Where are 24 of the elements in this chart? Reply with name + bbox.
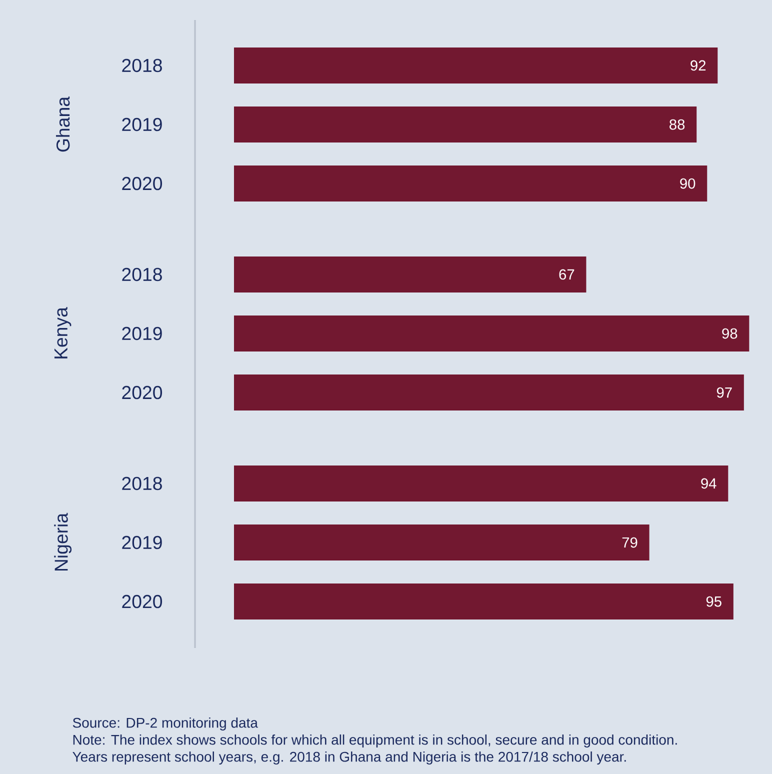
y-tick-label: 2018 (122, 58, 162, 72)
source-note: Source: DP-2 monitoring data (72, 717, 258, 731)
y-axis-title: Ghana (56, 96, 70, 152)
data-label: 79 (622, 537, 638, 548)
data-label: 95 (706, 596, 722, 607)
data-label: 97 (716, 387, 732, 398)
data-label: 67 (559, 269, 574, 280)
data-label: 90 (680, 178, 696, 189)
data-label: 92 (690, 60, 706, 71)
y-tick-label: 2018 (122, 476, 162, 490)
y-tick-label: 2019 (122, 536, 162, 550)
data-label: 88 (670, 119, 685, 130)
y-axis-title: Kenya (54, 307, 72, 358)
text: Years represent school years, e.g. 2018 in Ghana and Nigeria is the 2017/18 school year. (72, 751, 626, 765)
y-axis-title: Nigeria (54, 512, 72, 571)
y-tick-label: 2020 (122, 594, 162, 608)
y-tick-label: 2018 (122, 268, 162, 282)
data-label: 98 (722, 328, 738, 339)
y-tick-label: 2019 (122, 326, 162, 340)
y-tick-label: 2020 (122, 386, 162, 400)
y-tick-label: 2019 (122, 118, 162, 132)
text: Note: The index shows schools for which all equipment is in school, secure and in good condition. (73, 734, 677, 748)
data-label: 94 (701, 478, 716, 489)
y-tick-label: 2020 (122, 176, 162, 190)
